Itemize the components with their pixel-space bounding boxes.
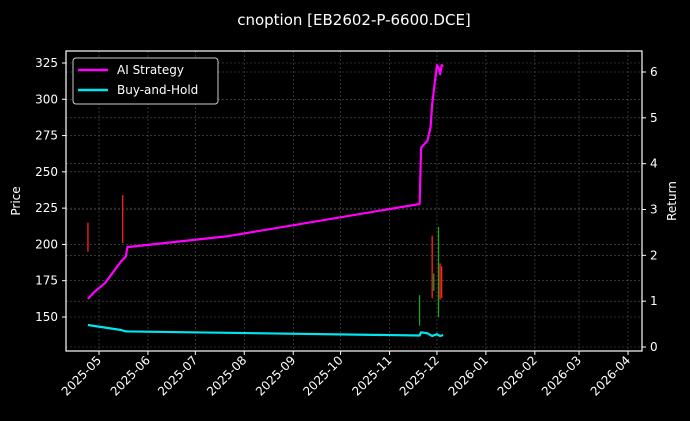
- legend-ai-strategy-label: AI Strategy: [117, 63, 184, 77]
- y-axis-left: 150 175 200 225 250 275 300 325: [35, 56, 66, 324]
- y2-tick-label: 1: [650, 294, 658, 308]
- grid-lines: [66, 51, 642, 351]
- legend-box: [72, 57, 219, 105]
- y-tick-label: 300: [35, 92, 58, 106]
- x-tick-label: 2026-01: [446, 353, 491, 398]
- ai-strategy-line: [87, 63, 444, 300]
- y-tick-label: 225: [35, 201, 58, 215]
- chart-title: cnoption [EB2602-P-6600.DCE]: [237, 11, 471, 29]
- y2-tick-label: 0: [650, 340, 658, 354]
- x-tick-label: 2025-06: [108, 353, 153, 398]
- x-tick-label: 2025-09: [253, 353, 298, 398]
- x-tick-label: 2025-05: [59, 353, 104, 398]
- y-tick-label: 200: [35, 237, 58, 251]
- x-tick-label: 2026-03: [539, 353, 584, 398]
- legend-buy-and-hold-label: Buy-and-Hold: [117, 83, 198, 97]
- y-tick-label: 175: [35, 274, 58, 288]
- x-tick-label: 2025-08: [204, 353, 249, 398]
- y-tick-label: 325: [35, 56, 58, 70]
- x-tick-label: 2025-07: [155, 353, 200, 398]
- y2-tick-label: 5: [650, 111, 658, 125]
- y-axis-label: Price: [9, 186, 23, 215]
- y-tick-label: 250: [35, 165, 58, 179]
- y-tick-label: 275: [35, 129, 58, 143]
- y2-tick-label: 2: [650, 248, 658, 262]
- return-series: [87, 63, 444, 338]
- buy-and-hold-line: [87, 323, 444, 338]
- y2-axis-label: Return: [665, 181, 679, 221]
- y-axis-right: 0 1 2 3 4 5 6: [642, 65, 658, 354]
- legend: AI Strategy Buy-and-Hold: [72, 57, 219, 105]
- y-tick-label: 150: [35, 310, 58, 324]
- x-axis: 2025-05 2025-06 2025-07 2025-08 2025-09 2025-…: [59, 351, 633, 399]
- y2-tick-label: 6: [650, 65, 658, 79]
- x-tick-label: 2025-12: [397, 353, 442, 398]
- x-tick-label: 2026-04: [588, 353, 633, 398]
- y2-tick-label: 4: [650, 157, 658, 171]
- y2-tick-label: 3: [650, 203, 658, 217]
- x-tick-label: 2025-11: [349, 353, 394, 398]
- x-tick-label: 2026-02: [495, 353, 540, 398]
- x-tick-label: 2025-10: [300, 353, 345, 398]
- plot-frame: [65, 50, 643, 352]
- price-candles: [87, 195, 443, 326]
